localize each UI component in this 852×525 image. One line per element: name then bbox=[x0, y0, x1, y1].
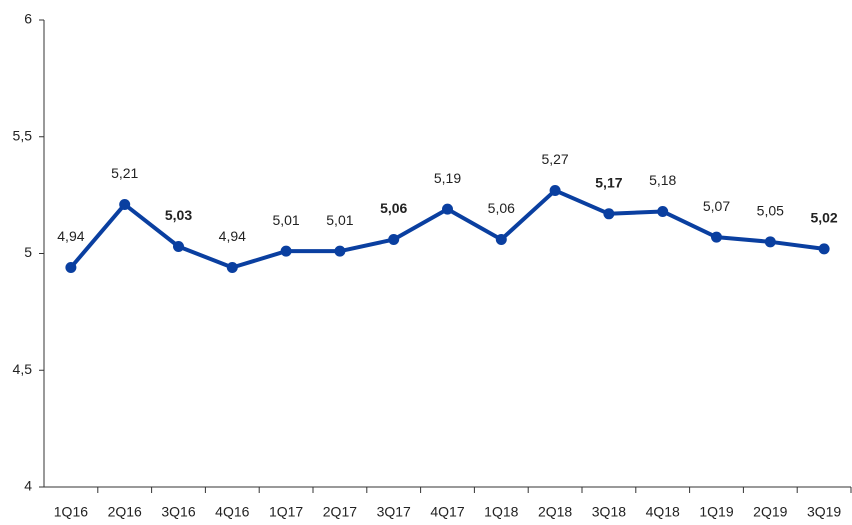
marker bbox=[388, 233, 400, 245]
marker bbox=[818, 243, 830, 255]
marker bbox=[495, 233, 507, 245]
marker bbox=[711, 231, 722, 243]
data-label: 5,02 bbox=[810, 210, 837, 226]
x-tick-label: 1Q18 bbox=[484, 504, 518, 520]
x-tick-label: 3Q17 bbox=[377, 504, 411, 520]
y-tick-label: 6 bbox=[24, 11, 32, 27]
marker bbox=[173, 240, 184, 252]
data-label: 5,18 bbox=[649, 172, 676, 188]
marker bbox=[657, 205, 669, 217]
data-label: 5,05 bbox=[757, 203, 784, 219]
marker bbox=[549, 184, 561, 196]
data-label: 5,17 bbox=[595, 175, 622, 191]
data-label: 5,06 bbox=[380, 200, 407, 216]
x-tick-label: 2Q19 bbox=[753, 504, 787, 520]
marker bbox=[280, 245, 292, 257]
x-tick-label: 4Q18 bbox=[646, 504, 680, 520]
data-label: 5,27 bbox=[541, 151, 568, 167]
data-label: 5,19 bbox=[434, 170, 461, 186]
x-tick-label: 3Q19 bbox=[807, 504, 841, 520]
x-tick-label: 3Q16 bbox=[161, 504, 195, 520]
marker bbox=[442, 203, 453, 215]
marker bbox=[65, 262, 77, 274]
data-label: 5,07 bbox=[703, 198, 730, 214]
marker bbox=[226, 262, 238, 274]
data-label: 5,01 bbox=[326, 212, 353, 228]
data-label: 4,94 bbox=[219, 228, 246, 244]
x-tick-label: 1Q19 bbox=[699, 504, 733, 520]
x-tick-label: 1Q16 bbox=[54, 504, 88, 520]
data-label: 5,06 bbox=[488, 200, 515, 216]
marker bbox=[603, 208, 615, 220]
y-tick-label: 4,5 bbox=[13, 361, 33, 377]
data-label: 5,01 bbox=[272, 212, 299, 228]
y-tick-label: 5,5 bbox=[13, 127, 33, 143]
y-tick-label: 5 bbox=[24, 244, 32, 260]
y-tick-label: 4 bbox=[24, 478, 32, 494]
data-label: 4,94 bbox=[57, 228, 84, 244]
x-tick-label: 1Q17 bbox=[269, 504, 303, 520]
marker bbox=[119, 198, 131, 210]
x-tick-label: 4Q16 bbox=[215, 504, 249, 520]
x-tick-label: 2Q16 bbox=[108, 504, 142, 520]
data-label: 5,21 bbox=[111, 165, 138, 181]
x-tick-label: 3Q18 bbox=[592, 504, 626, 520]
marker bbox=[334, 245, 346, 257]
data-label: 5,03 bbox=[165, 207, 192, 223]
marker bbox=[764, 236, 776, 248]
x-tick-label: 2Q18 bbox=[538, 504, 572, 520]
x-tick-label: 4Q17 bbox=[430, 504, 464, 520]
x-tick-label: 2Q17 bbox=[323, 504, 357, 520]
